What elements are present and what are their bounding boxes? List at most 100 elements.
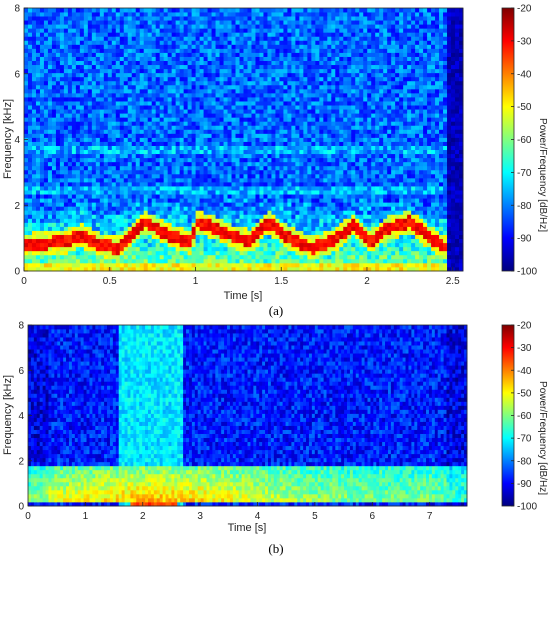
spectrogram-cell [31,190,37,195]
spectrogram-cell [271,254,276,260]
spectrogram-cell [275,169,280,175]
spectrogram-cell [275,198,280,203]
spectrogram-cell [87,129,93,134]
spectrogram-cell [71,101,77,106]
spectrogram-cell [243,218,248,223]
spectrogram-cell [55,84,61,90]
spectrogram-cell [179,226,185,231]
spectrogram-cell [195,36,200,41]
spectrogram-cell [127,157,133,163]
spectrogram-cell [259,52,264,57]
spectrogram-cell [147,60,153,66]
spectrogram-cell [107,24,113,29]
spectrogram-cell [315,169,320,175]
spectrogram-cell [24,198,29,203]
spectrogram-cell [75,186,81,191]
spectrogram-cell [307,230,312,235]
spectrogram-cell [59,230,65,235]
spectrogram-cell [111,109,117,114]
spectrogram-cell [47,177,53,183]
spectrogram-cell [179,258,185,264]
spectrogram-cell [283,161,288,167]
spectrogram-cell [43,125,49,130]
spectrogram-cell [227,186,232,191]
spectrogram-cell [55,186,61,191]
spectrogram-cell [35,80,41,86]
spectrogram-cell [275,113,280,118]
spectrogram-cell [59,56,65,61]
spectrogram-cell [215,266,220,272]
spectrogram-cell [263,88,268,94]
spectrogram-cell [127,186,133,191]
spectrogram-cell [303,181,308,187]
spectrogram-cell [215,101,220,106]
spectrogram-cell [207,177,212,183]
spectrogram-cell [299,137,304,142]
spectrogram-cell [75,153,81,159]
spectrogram-cell [167,186,173,191]
spectrogram-cell [83,254,89,260]
spectrogram-cell [103,20,109,25]
spectrogram-cell [79,84,85,90]
spectrogram-cell [159,137,165,142]
spectrogram-cell [227,258,232,264]
spectrogram-cell [295,234,300,240]
spectrogram-cell [115,145,121,151]
spectrogram-cell [87,181,93,187]
spectrogram-cell [31,262,37,268]
spectrogram-cell [215,202,220,207]
spectrogram-cell [103,121,109,126]
spectrogram-cell [315,64,320,70]
spectrogram-cell [183,258,189,264]
spectrogram-cell [323,202,328,207]
spectrogram-cell [95,194,101,199]
spectrogram-cell [211,56,216,61]
spectrogram-cell [103,165,109,171]
spectrogram-cell [35,190,41,195]
spectrogram-cell [195,234,200,240]
spectrogram-cell [255,16,260,21]
spectrogram-cell [319,177,324,183]
spectrogram-cell [119,64,125,70]
spectrogram-cell [283,101,288,106]
spectrogram-cell [67,218,73,223]
spectrogram-cell [127,226,133,231]
spectrogram-cell [71,84,77,90]
spectrogram-cell [315,125,320,130]
spectrogram-cell [71,76,77,82]
spectrogram-cell [119,12,125,17]
spectrogram-cell [59,262,65,268]
spectrogram-cell [155,202,161,207]
spectrogram-cell [179,12,185,17]
spectrogram-cell [75,194,81,199]
spectrogram-cell [315,198,320,203]
spectrogram-cell [303,226,308,231]
spectrogram-cell [175,258,181,264]
spectrogram-cell [87,262,93,268]
spectrogram-cell [51,181,57,187]
spectrogram-cell [211,109,216,114]
spectrogram-cell [35,52,41,57]
spectrogram-cell [155,222,161,227]
spectrogram-cell [207,190,212,195]
spectrogram-cell [51,173,57,179]
spectrogram-cell [191,68,197,74]
spectrogram-cell [27,145,33,151]
spectrogram-cell [155,56,161,61]
spectrogram-cell [207,165,212,171]
spectrogram-cell [107,181,113,187]
spectrogram-cell [223,76,228,82]
spectrogram-cell [67,202,73,207]
spectrogram-cell [143,153,149,159]
spectrogram-cell [167,161,173,167]
spectrogram-cell [43,242,49,248]
spectrogram-cell [79,190,85,195]
spectrogram-cell [243,12,248,17]
spectrogram-cell [39,76,45,82]
spectrogram-cell [35,101,41,106]
spectrogram-cell [43,36,49,41]
spectrogram-cell [83,52,89,57]
spectrogram-cell [43,88,49,94]
spectrogram-cell [303,121,308,126]
spectrogram-cell [51,149,57,155]
